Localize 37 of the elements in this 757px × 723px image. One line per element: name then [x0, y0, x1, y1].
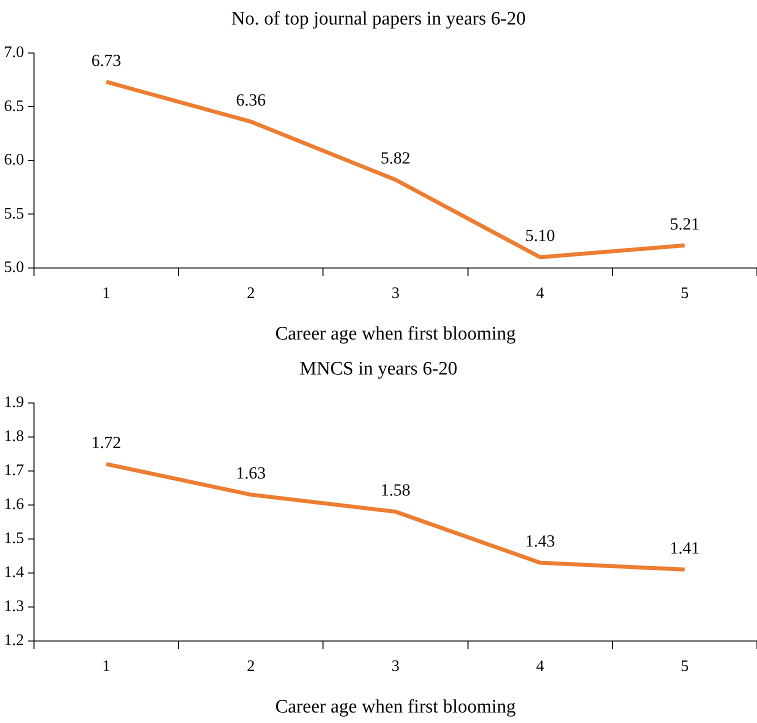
x-tick-label: 3	[392, 284, 400, 302]
y-tick-label: 7.0	[4, 44, 24, 62]
y-tick-label: 6.0	[4, 152, 24, 169]
x-tick-label: 3	[392, 658, 400, 675]
data-label: 5.10	[525, 226, 555, 246]
x-tick-label: 2	[246, 284, 255, 302]
x-tick-label: 5	[680, 658, 689, 675]
chart-title: MNCS in years 6-20	[300, 358, 458, 380]
y-tick-label: 1.7	[4, 462, 24, 480]
y-tick-label: 1.9	[4, 394, 24, 412]
data-label: 1.63	[236, 464, 266, 483]
data-label: 6.36	[236, 90, 266, 110]
y-tick-label: 1.5	[4, 530, 24, 548]
y-tick-label: 1.4	[4, 564, 24, 582]
data-label: 6.73	[91, 50, 122, 70]
chart-title: No. of top journal papers in years 6-20	[231, 8, 526, 30]
x-tick-label: 1	[102, 658, 110, 675]
x-tick-label: 2	[246, 658, 255, 675]
data-label: 1.58	[380, 480, 410, 500]
y-tick-label: 5.5	[4, 205, 24, 222]
x-tick-label: 1	[102, 284, 110, 302]
x-tick-label: 5	[680, 284, 689, 302]
data-label: 5.21	[670, 214, 700, 234]
x-axis-title: Career age when first blooming	[275, 324, 516, 345]
data-label: 5.82	[380, 148, 410, 168]
y-tick-label: 6.5	[4, 98, 24, 115]
y-tick-label: 5.0	[4, 259, 24, 276]
x-axis-title: Career age when first blooming	[275, 696, 516, 718]
x-tick-label: 4	[536, 284, 544, 302]
y-tick-label: 1.8	[4, 428, 24, 446]
y-tick-label: 1.3	[4, 598, 24, 616]
y-tick-label: 1.6	[4, 496, 24, 514]
y-tick-label: 1.2	[4, 632, 24, 650]
data-label: 1.43	[525, 532, 555, 551]
data-label: 1.72	[91, 433, 122, 452]
data-label: 1.41	[670, 538, 700, 558]
x-tick-label: 4	[536, 658, 544, 675]
